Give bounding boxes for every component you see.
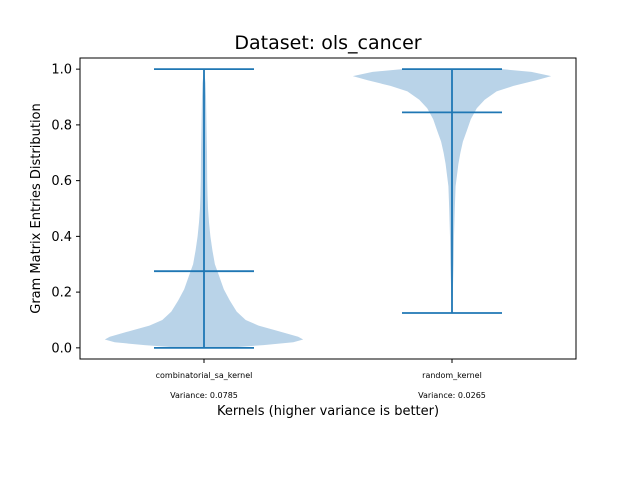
y-tick-label-0: 0.0 xyxy=(51,341,72,356)
y-axis: 0.0 0.2 0.4 0.6 0.8 1.0 xyxy=(51,63,80,356)
violins-group xyxy=(104,68,552,349)
chart-title: Dataset: ols_cancer xyxy=(234,32,421,54)
x-axis-label: Kernels (higher variance is better) xyxy=(217,404,439,419)
y-tick-label-4: 0.8 xyxy=(51,118,72,133)
y-axis-label: Gram Matrix Entries Distribution xyxy=(29,103,44,314)
y-tick-label-5: 1.0 xyxy=(51,63,72,78)
x-tick-label-random_kernel: random_kernel xyxy=(422,371,482,380)
x-axis: combinatorial_sa_kernel Variance: 0.0785 r… xyxy=(156,359,486,400)
y-tick-label-2: 0.4 xyxy=(51,230,72,245)
y-tick-label-1: 0.2 xyxy=(51,286,72,301)
x-tick-label-combinatorial_sa_kernel: combinatorial_sa_kernel xyxy=(156,371,253,380)
variance-label-combinatorial_sa_kernel: Variance: 0.0785 xyxy=(170,391,238,400)
plot-frame xyxy=(79,57,577,360)
y-tick-label-3: 0.6 xyxy=(51,174,72,189)
variance-label-random_kernel: Variance: 0.0265 xyxy=(418,391,486,400)
